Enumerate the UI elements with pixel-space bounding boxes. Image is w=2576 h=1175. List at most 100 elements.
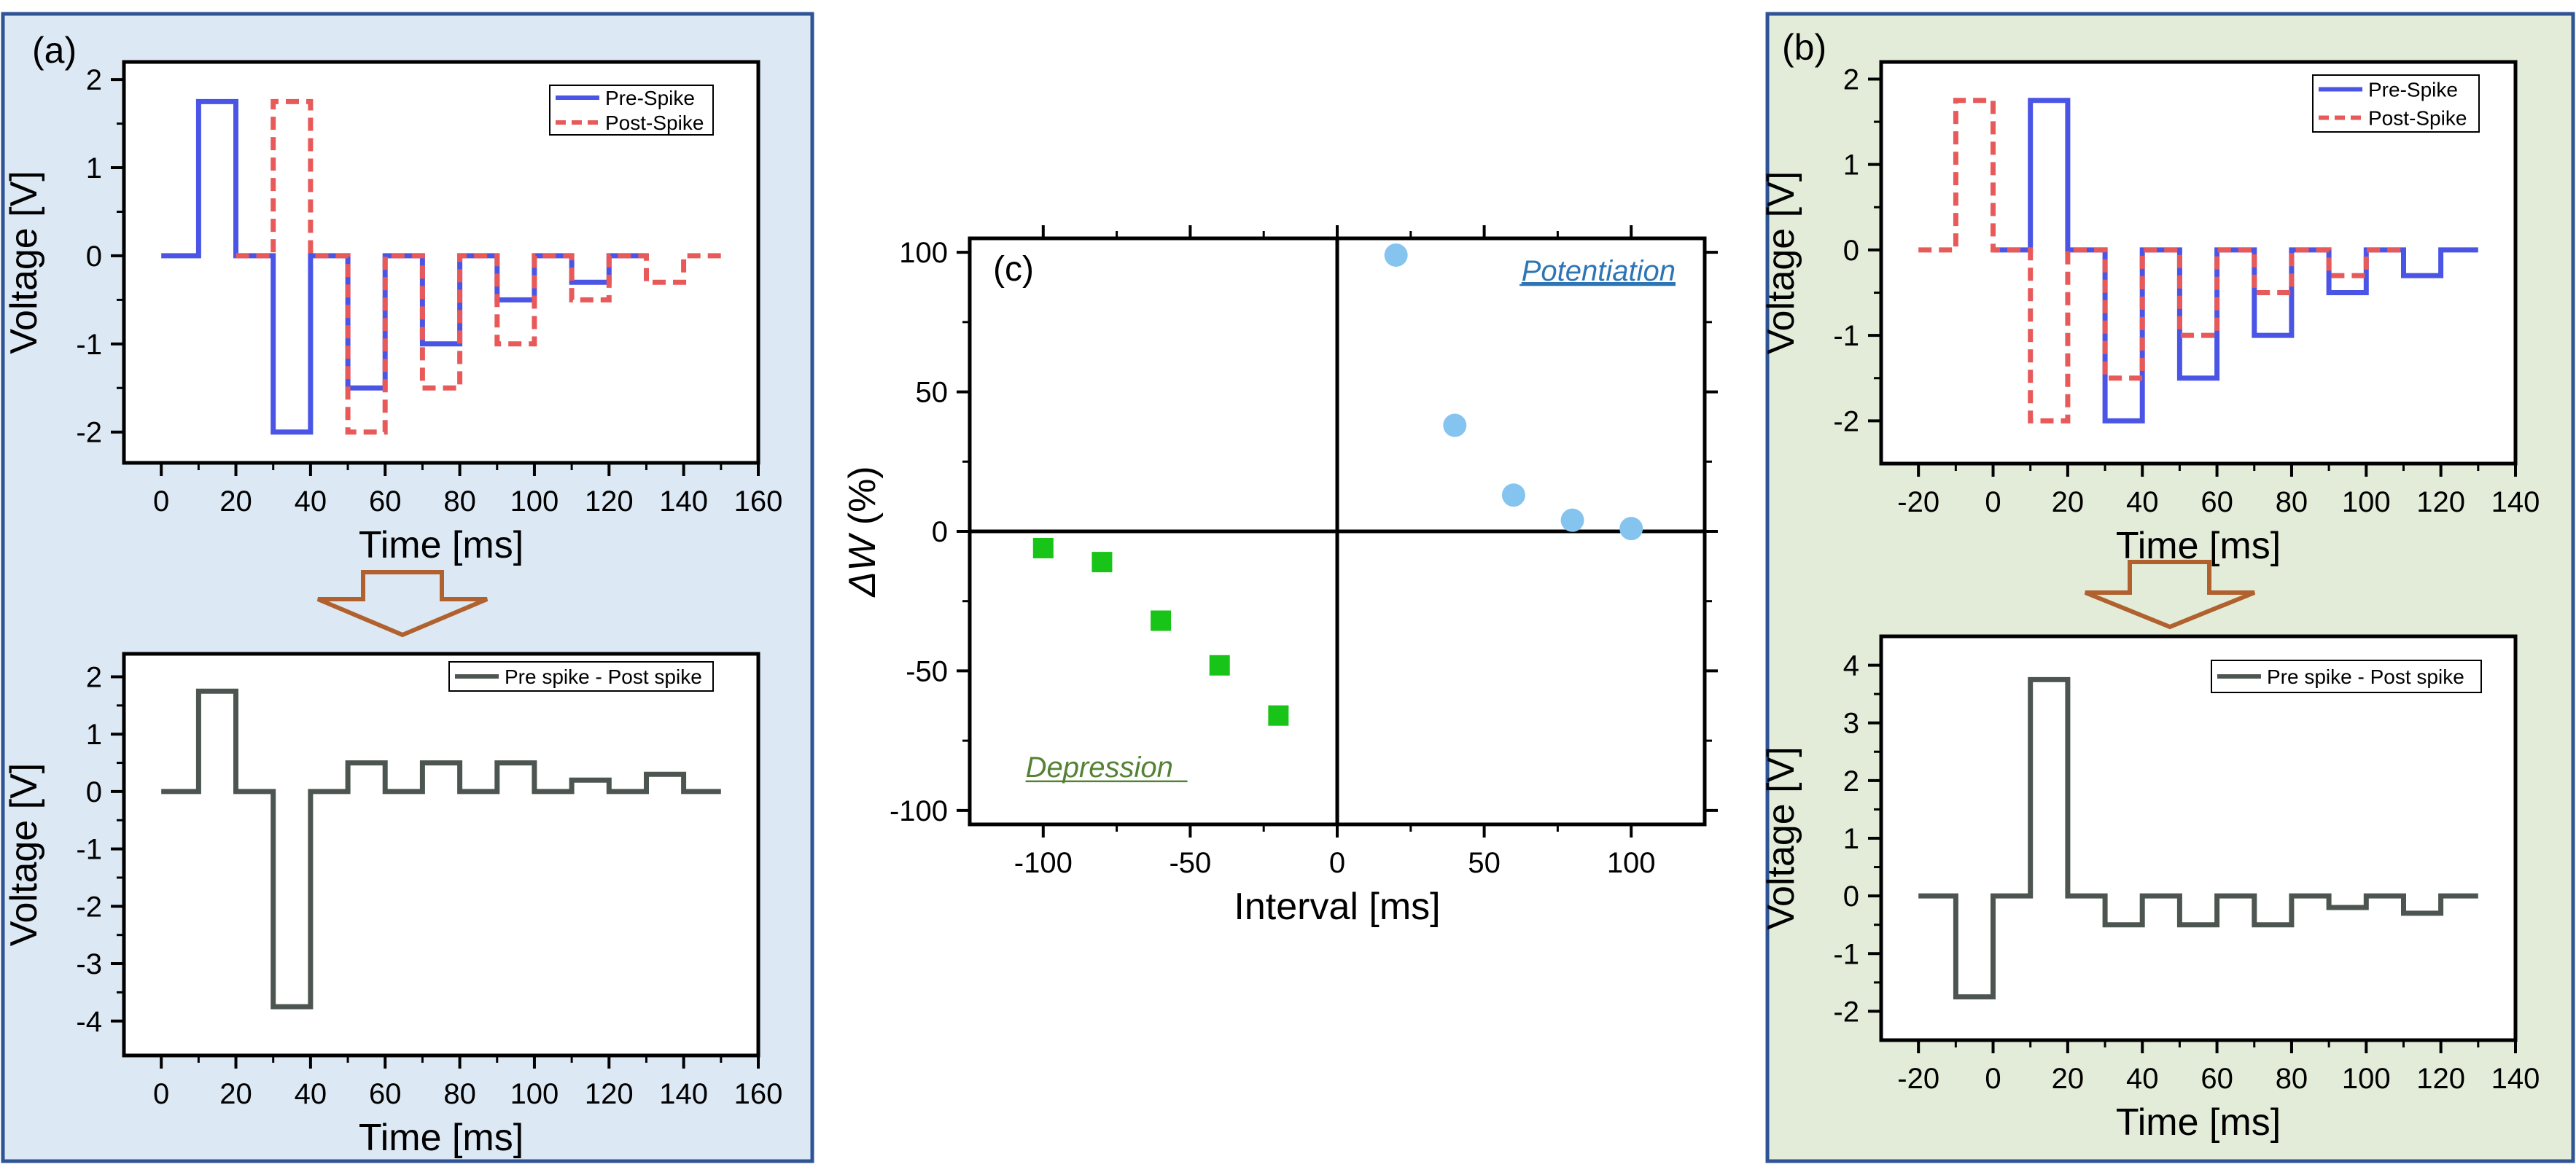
- y-axis-label: Voltage [V]: [1760, 746, 1802, 930]
- y-tick-label: 0: [86, 776, 102, 808]
- x-tick-label: 100: [2342, 1063, 2391, 1095]
- x-tick-label: 0: [153, 485, 169, 518]
- series-line-pre-spike-post-spike: [1918, 676, 2478, 1000]
- annotation-depression: Depression: [1026, 752, 1173, 784]
- x-tick-label: 80: [2276, 1063, 2308, 1095]
- x-tick-label: 160: [734, 485, 783, 518]
- x-tick-label: 140: [2491, 486, 2540, 518]
- legend-label: Pre-Spike: [2368, 79, 2458, 101]
- y-axis-label: ΔW (%): [841, 466, 884, 598]
- legend-box: [2312, 74, 2480, 133]
- y-tick-label: -2: [1833, 405, 1859, 437]
- x-axis-label: Time [ms]: [359, 1117, 524, 1159]
- x-tick-label: 140: [2491, 1063, 2540, 1095]
- x-tick-label: 100: [510, 1078, 559, 1110]
- data-point-potentiation: [1443, 413, 1467, 437]
- x-tick-label: 100: [2342, 486, 2391, 518]
- x-tick-label: 0: [1985, 486, 2001, 518]
- x-tick-label: 140: [659, 485, 708, 518]
- legend-label: Pre spike - Post spike: [505, 665, 702, 688]
- x-tick-label: -50: [1169, 847, 1211, 879]
- y-tick-label: 0: [86, 241, 102, 273]
- panel-c-label: (c): [993, 250, 1034, 289]
- x-tick-label: 120: [585, 485, 634, 518]
- x-tick-label: 60: [369, 485, 402, 518]
- y-tick-label: -1: [1833, 938, 1859, 970]
- annotation-potentiation: Potentiation: [1522, 255, 1676, 287]
- x-tick-label: 0: [1329, 847, 1345, 879]
- x-tick-label: 140: [659, 1078, 708, 1110]
- down-arrow-b: [2084, 560, 2256, 630]
- y-tick-label: 1: [86, 152, 102, 184]
- x-tick-label: 80: [443, 485, 476, 518]
- x-tick-label: 100: [510, 485, 559, 518]
- y-tick-label: -50: [906, 655, 948, 687]
- x-tick-label: 40: [295, 485, 327, 518]
- y-tick-label: -100: [890, 795, 948, 827]
- data-point-potentiation: [1384, 243, 1408, 267]
- chart-c: -100 -50 0 50 100 -100 -50 0 50 100 Interval [ms] Δ…: [841, 225, 1718, 928]
- x-tick-label: 120: [2416, 486, 2465, 518]
- x-tick-label: 40: [295, 1078, 327, 1110]
- y-axis-label: Voltage [V]: [1760, 171, 1802, 355]
- x-tick-label: 20: [2052, 486, 2085, 518]
- legend-label: Post-Spike: [605, 112, 704, 134]
- y-tick-label: 2: [1843, 63, 1859, 95]
- y-tick-label: -1: [76, 329, 102, 361]
- x-tick-label: 160: [734, 1078, 783, 1110]
- data-point-potentiation: [1560, 508, 1584, 532]
- y-tick-label: 2: [1843, 765, 1859, 797]
- panel-a-label: (a): [32, 30, 77, 71]
- y-tick-label: 1: [1843, 149, 1859, 181]
- y-tick-label: 1: [1843, 823, 1859, 855]
- y-tick-label: -3: [76, 948, 102, 980]
- data-point-depression: [1032, 537, 1054, 558]
- y-tick-label: -1: [1833, 320, 1859, 352]
- chart-b-bottom: -20 0 20 40 60 80 100 120 140 -2 -1 0 1 2 3 4 Time [ms] V…: [1760, 634, 2540, 1144]
- x-tick-label: 80: [2276, 486, 2308, 518]
- x-tick-label: 0: [153, 1078, 169, 1110]
- series-line-post-spike: [236, 98, 721, 435]
- x-tick-label: 100: [1607, 847, 1656, 879]
- legend-label: Post-Spike: [2368, 107, 2467, 130]
- down-arrow-a: [316, 570, 489, 638]
- y-tick-label: -2: [76, 891, 102, 923]
- x-axis-label: Time [ms]: [359, 524, 524, 566]
- x-tick-label: 80: [443, 1078, 476, 1110]
- y-tick-label: 0: [932, 516, 948, 548]
- x-axis-label: Time [ms]: [2116, 1101, 2281, 1144]
- legend-label: Pre spike - Post spike: [2267, 665, 2464, 688]
- x-tick-label: 40: [2126, 1063, 2159, 1095]
- y-tick-label: 50: [916, 377, 949, 409]
- y-tick-label: 100: [899, 237, 948, 269]
- plot-frame: [122, 652, 760, 1058]
- y-axis-label-symbol: ΔW: [841, 532, 884, 598]
- y-tick-label: -4: [76, 1006, 102, 1038]
- x-tick-label: 20: [219, 1078, 252, 1110]
- series-line-pre-spike-post-spike: [161, 688, 721, 1010]
- x-tick-label: 20: [219, 485, 252, 518]
- x-tick-label: 50: [1468, 847, 1501, 879]
- data-point-depression: [1209, 655, 1230, 676]
- data-point-depression: [1092, 552, 1113, 573]
- legend-label: Pre-Spike: [605, 87, 695, 109]
- x-tick-label: 60: [2201, 486, 2233, 518]
- x-axis-label: Interval [ms]: [1234, 886, 1440, 928]
- y-tick-label: 4: [1843, 650, 1859, 682]
- data-point-depression: [1151, 610, 1172, 631]
- x-tick-label: -20: [1897, 486, 1939, 518]
- chart-a-top: 0 20 40 60 80 100 120 140 160 -2 -1 0 1 2 Time [ms] Vol…: [3, 60, 783, 566]
- y-axis-label: Voltage [V]: [3, 171, 45, 354]
- y-tick-label: 0: [1843, 235, 1859, 267]
- y-tick-label: -2: [76, 417, 102, 449]
- series-line-post-spike: [1918, 98, 2404, 423]
- plot-frame: [1879, 634, 2518, 1042]
- data-point-potentiation: [1501, 483, 1525, 507]
- x-tick-label: 20: [2052, 1063, 2085, 1095]
- x-tick-label: 60: [369, 1078, 402, 1110]
- y-axis-label: Voltage [V]: [3, 763, 45, 947]
- x-tick-label: 120: [585, 1078, 634, 1110]
- y-tick-label: 2: [86, 661, 102, 693]
- x-tick-label: 60: [2201, 1063, 2233, 1095]
